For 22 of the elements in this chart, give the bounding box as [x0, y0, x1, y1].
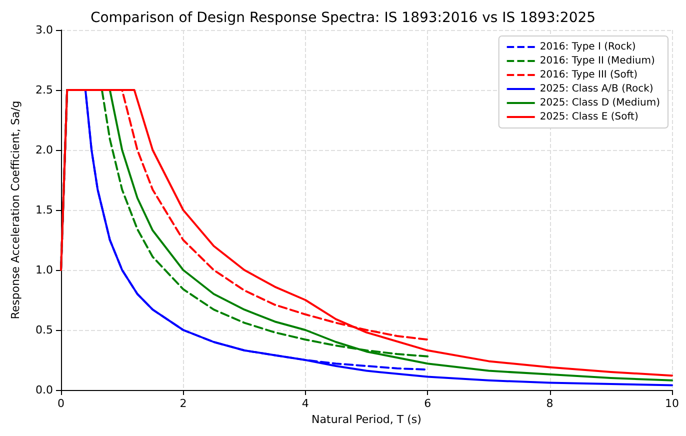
x-tick-label: 6: [424, 397, 432, 410]
y-tick-label: 2.5: [36, 84, 53, 96]
legend-label: 2025: Class A/B (Rock): [540, 84, 654, 94]
x-tick-label: 0: [58, 397, 64, 410]
y-tick-label: 2.0: [36, 144, 53, 156]
x-tick-label: 2: [180, 397, 187, 410]
legend-label: 2025: Class E (Soft): [540, 112, 638, 122]
chart-title: Comparison of Design Response Spectra: IS 1893:2016 vs IS 1893:2025: [90, 10, 596, 26]
y-tick-label: 1.0: [36, 264, 53, 276]
y-tick-label: 3.0: [36, 24, 53, 36]
x-axis-title: Natural Period, T (s): [312, 412, 422, 426]
x-tick-label: 10: [665, 397, 679, 410]
y-tick-label: 0.5: [36, 324, 53, 336]
x-tick-label: 8: [546, 397, 554, 410]
y-axis-title: Response Acceleration Coefficient, Sa/g: [9, 100, 22, 320]
x-tick-label: 4: [302, 397, 309, 410]
legend-label: 2016: Type I (Rock): [540, 42, 636, 52]
y-tick-label: 1.5: [36, 204, 53, 216]
legend-label: 2016: Type III (Soft): [540, 70, 638, 80]
legend-label: 2025: Class D (Medium): [540, 98, 660, 108]
y-tick-label: 0.0: [36, 384, 53, 396]
legend-label: 2016: Type II (Medium): [540, 56, 655, 66]
